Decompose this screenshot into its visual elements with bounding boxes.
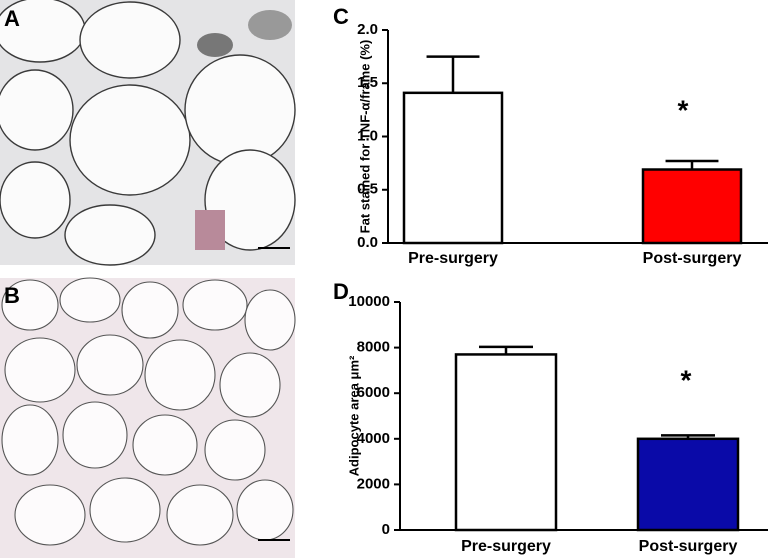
bar [454,353,558,532]
y-tick-label: 2000 [357,475,390,492]
annotation: * [678,94,689,125]
bar [636,437,740,532]
y-tick-label: 6000 [357,384,390,401]
bar [402,91,504,245]
y-tick-label: 4000 [357,430,390,447]
y-tick-label: 8000 [357,339,390,356]
y-tick-label: 0.5 [357,181,378,198]
y-axis-label: Fat stained for TNF-α/frame (%) [357,40,372,234]
x-tick-label: Pre-surgery [461,538,551,555]
y-tick-label: 2.0 [357,21,378,38]
y-tick-label: 0 [382,521,390,538]
y-tick-label: 0.0 [357,234,378,251]
y-tick-label: 1.5 [357,74,378,91]
panel-label: C [333,4,349,29]
micrograph-b: B [0,277,296,558]
panel-label: A [4,6,20,31]
y-tick-label: 1.0 [357,127,378,144]
micrograph-a: A [0,0,296,266]
y-tick-label: 10000 [348,293,390,310]
x-tick-label: Post-surgery [643,250,742,267]
x-tick-label: Pre-surgery [408,250,498,267]
panel-label: D [333,279,349,304]
x-tick-label: Post-surgery [639,538,738,555]
y-axis-label: Adipocyte area μm² [346,355,361,476]
bar [641,168,743,245]
annotation: * [681,364,692,395]
panel-label: B [4,283,20,308]
